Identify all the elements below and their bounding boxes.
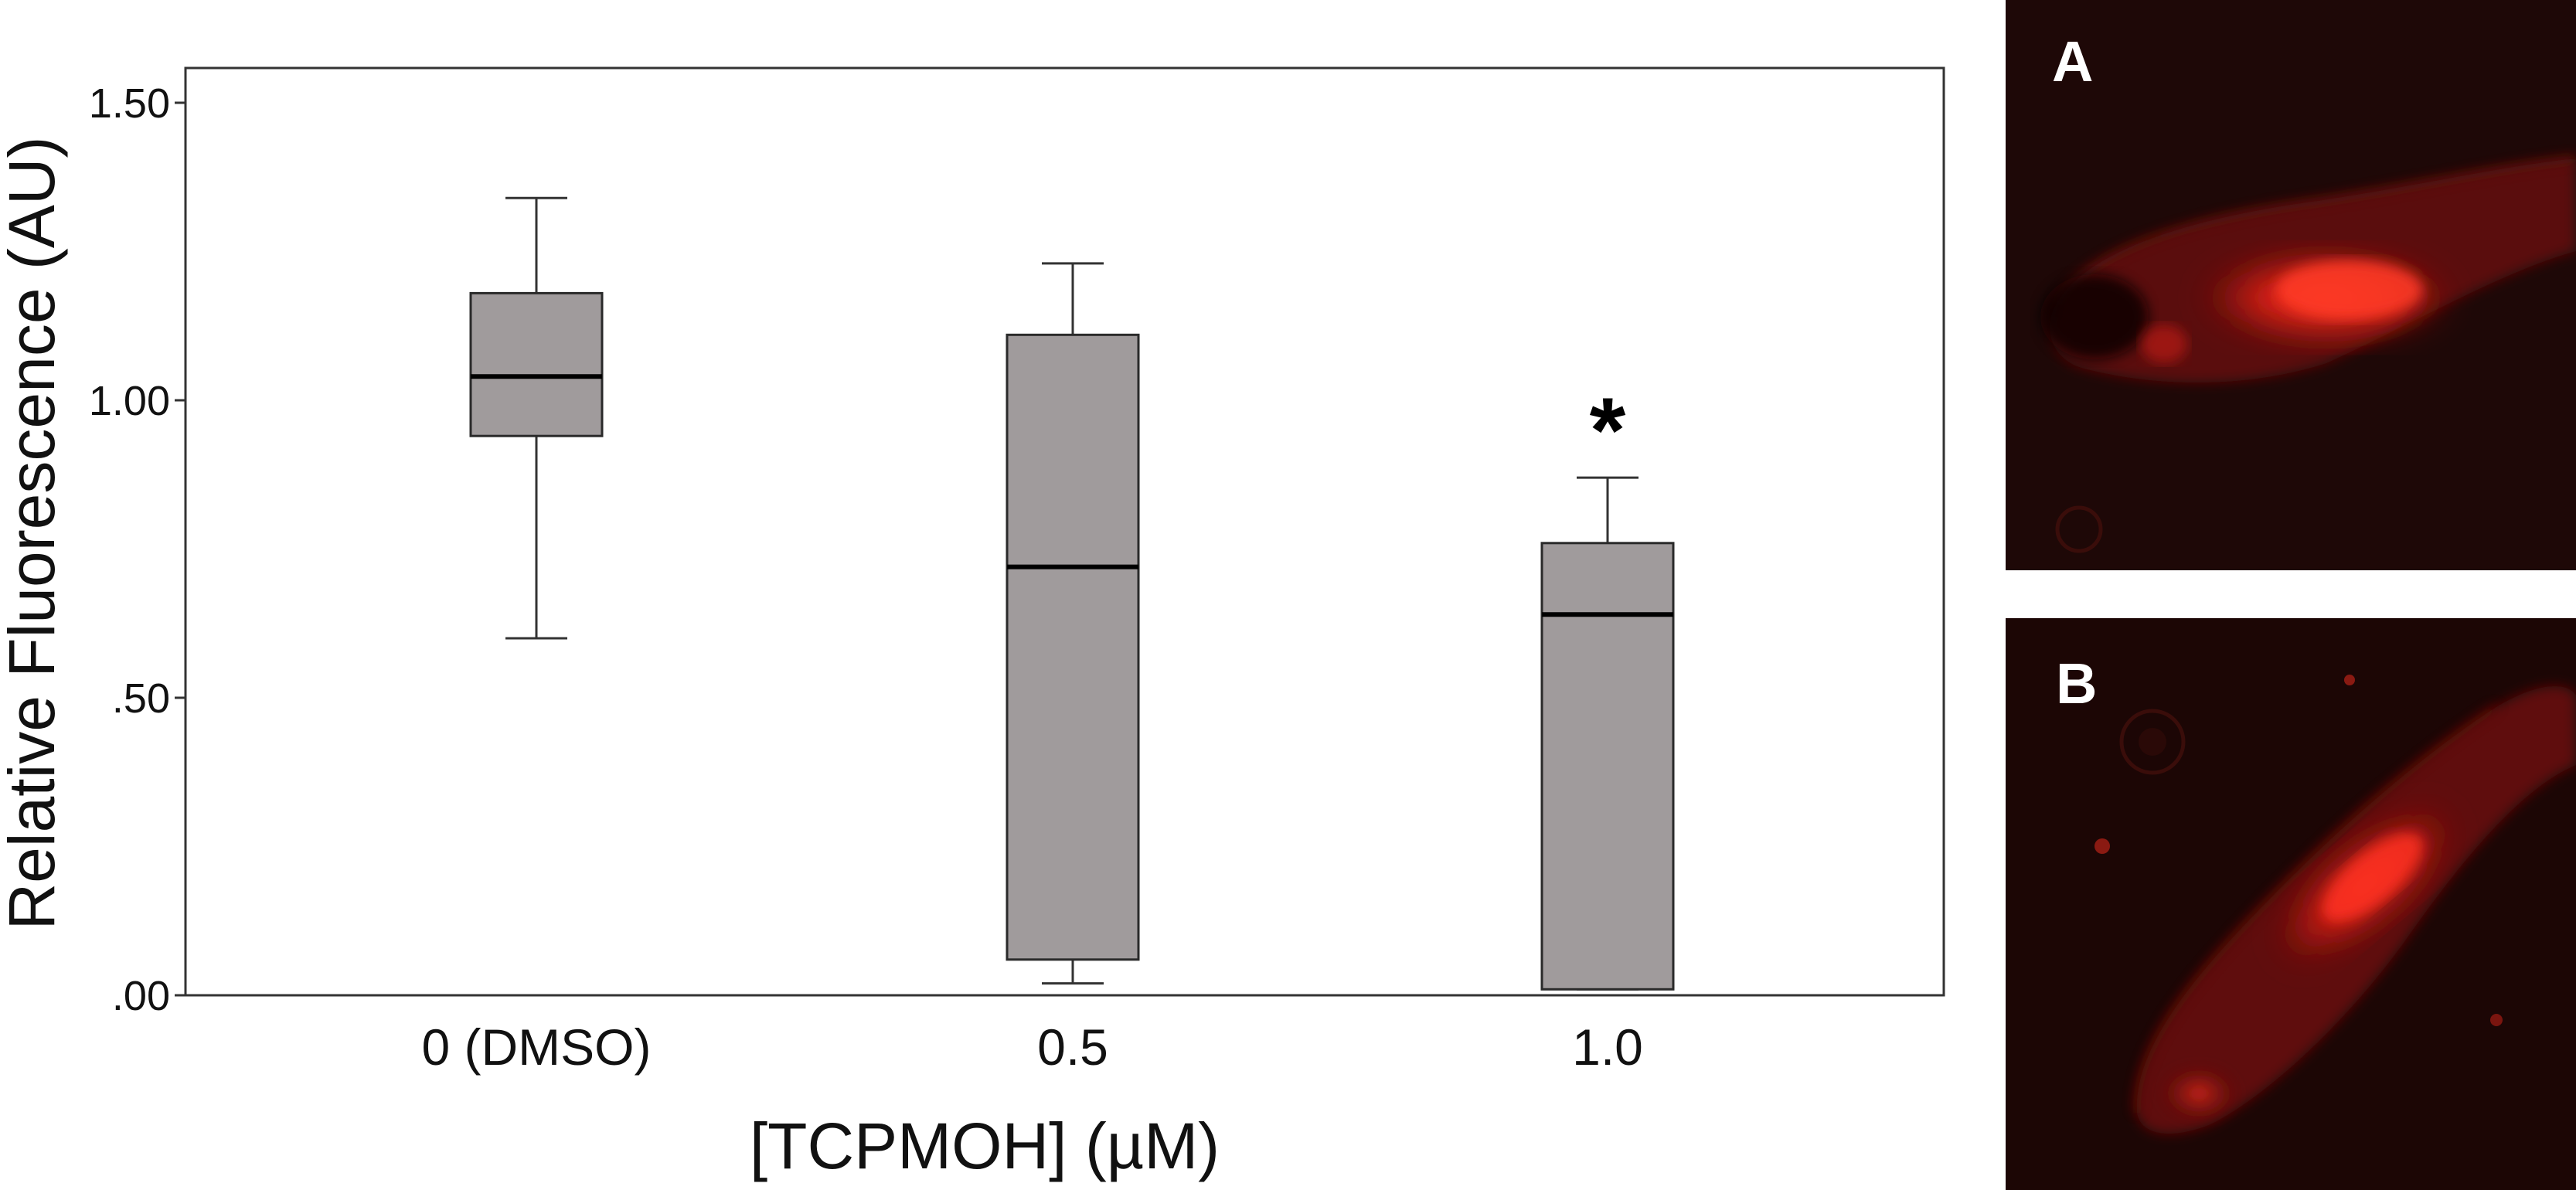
y-axis-title: Relative Fluorescence (AU) [0, 136, 68, 930]
x-tick-label: 0.5 [1037, 1018, 1108, 1076]
box-1 [469, 196, 604, 640]
y-axis: .00 .50 1.00 1.50 [89, 80, 185, 1019]
panel-letter-a: A [2052, 29, 2093, 94]
interquartile-box [1540, 542, 1675, 991]
box-3 [1540, 476, 1675, 991]
box-plot-series [469, 196, 1675, 991]
panel-letter-b: B [2056, 651, 2097, 716]
plot-frame [184, 66, 1945, 997]
x-axis: 0 (DMSO) 0.5 1.0 [422, 1018, 1643, 1076]
significance-annotations: * [1590, 379, 1626, 482]
y-tick-label: 1.00 [89, 378, 170, 424]
significance-asterisk: * [1590, 379, 1626, 482]
interquartile-box [469, 291, 604, 437]
x-axis-title: [TCPMOH] (µM) [750, 1110, 1220, 1182]
x-tick-label: 1.0 [1572, 1018, 1643, 1076]
micrograph-panel-a: A [2006, 0, 2576, 570]
micrograph-panel-b: B [2006, 618, 2576, 1190]
interquartile-box [1006, 333, 1140, 961]
box-2 [1006, 262, 1140, 985]
y-tick-label: 1.50 [89, 80, 170, 127]
y-tick-label: .50 [112, 675, 170, 722]
x-tick-label: 0 (DMSO) [422, 1018, 652, 1076]
y-tick-label: .00 [112, 973, 170, 1019]
larva-image-a [2040, 156, 2576, 553]
larva-image-b [2094, 675, 2576, 1134]
